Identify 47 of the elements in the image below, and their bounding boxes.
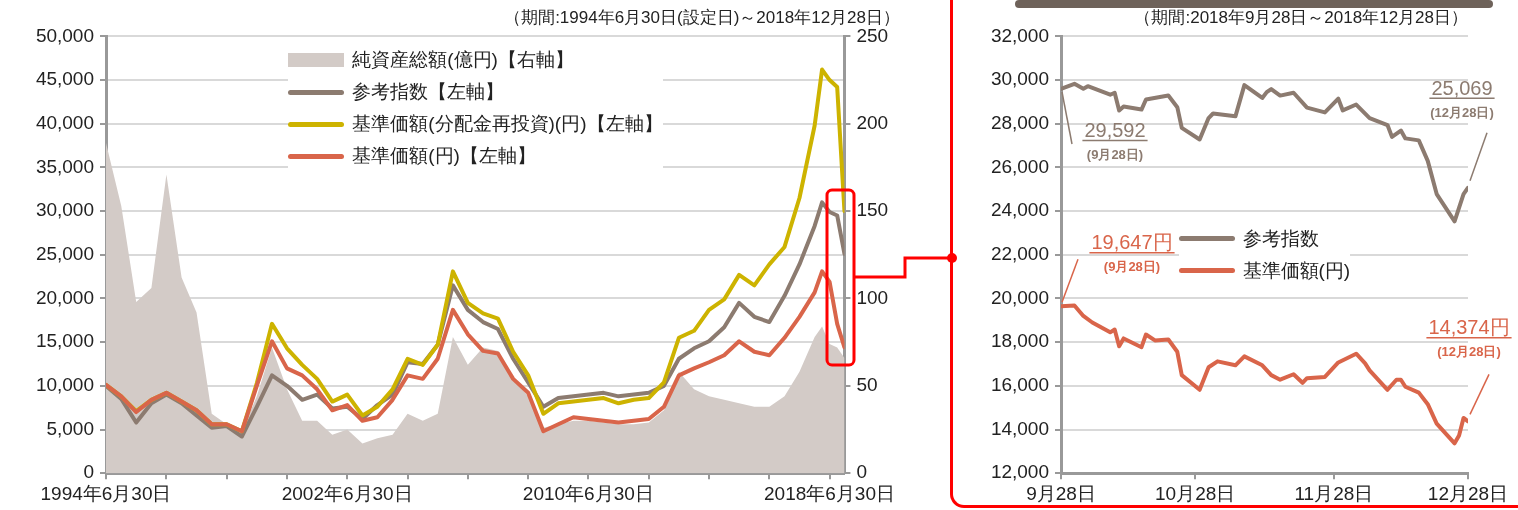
legend-label: 純資産総額(億円)【右軸】 bbox=[352, 48, 574, 73]
annotation: 19,647円 (9月28日) bbox=[1091, 231, 1173, 275]
x-tick-label: 2002年6月30日 bbox=[281, 482, 413, 504]
annotation: 25,069 (12月28日) bbox=[1430, 76, 1494, 120]
annotation: 14,374円 (12月28日) bbox=[1428, 316, 1510, 360]
y2-tick-label: 200 bbox=[856, 111, 889, 133]
y-tick-label: 45,000 bbox=[35, 68, 94, 90]
y-tick-label: 30,000 bbox=[35, 199, 94, 221]
x-tick-label: 12月28日 bbox=[1427, 482, 1509, 504]
legend-label: 基準価額(分配金再投資)(円)【左軸】 bbox=[352, 112, 663, 137]
legend-label: 基準価額(円) bbox=[1242, 258, 1351, 283]
x-tick-label: 10月28日 bbox=[1155, 482, 1236, 504]
y-tick-label: 0 bbox=[83, 461, 94, 483]
x-tick-label: 1994年6月30日 bbox=[40, 482, 172, 504]
y2-tick-label: 100 bbox=[856, 286, 889, 308]
x-tick-label: 9月28日 bbox=[1026, 482, 1096, 504]
y2-tick-label: 50 bbox=[856, 374, 878, 396]
x-tick-label: 2018年6月30日 bbox=[764, 482, 895, 504]
y-tick-label: 35,000 bbox=[35, 155, 94, 177]
y-tick-label: 28,000 bbox=[990, 111, 1049, 133]
x-tick-label: 11月28日 bbox=[1294, 482, 1374, 504]
y-tick-label: 30,000 bbox=[990, 68, 1049, 90]
legend-label: 参考指数【左軸】 bbox=[352, 80, 505, 105]
y-tick-label: 50,000 bbox=[35, 24, 94, 46]
legend-label: 参考指数 bbox=[1242, 226, 1319, 251]
y2-tick-label: 0 bbox=[856, 461, 868, 483]
chart-subtitle: （期間:2018年9月28日～2018年12月28日） bbox=[1134, 7, 1468, 27]
y-tick-label: 5,000 bbox=[46, 417, 94, 439]
annotation: 29,592 (9月28日) bbox=[1084, 118, 1146, 162]
y-tick-label: 12,000 bbox=[990, 461, 1049, 483]
x-tick-label: 2010年6月30日 bbox=[522, 482, 654, 504]
y-tick-label: 22,000 bbox=[990, 243, 1049, 265]
y-tick-label: 26,000 bbox=[990, 155, 1049, 177]
y-tick-label: 25,000 bbox=[35, 243, 94, 265]
chart-subtitle: （期間:1994年6月30日(設定日)～2018年12月28日） bbox=[504, 7, 900, 27]
y2-tick-label: 150 bbox=[856, 199, 889, 221]
y-tick-label: 24,000 bbox=[990, 199, 1049, 221]
y-tick-label: 14,000 bbox=[990, 417, 1049, 439]
y-tick-label: 15,000 bbox=[35, 330, 94, 352]
y-tick-label: 20,000 bbox=[35, 286, 94, 308]
y-tick-label: 18,000 bbox=[990, 330, 1049, 352]
y-tick-label: 32,000 bbox=[990, 24, 1049, 46]
y-tick-label: 10,000 bbox=[35, 374, 94, 396]
y-tick-label: 40,000 bbox=[35, 111, 94, 133]
legend-label: 基準価額(円)【左軸】 bbox=[352, 144, 536, 169]
y-tick-label: 20,000 bbox=[990, 286, 1049, 308]
y-tick-label: 16,000 bbox=[990, 374, 1049, 396]
